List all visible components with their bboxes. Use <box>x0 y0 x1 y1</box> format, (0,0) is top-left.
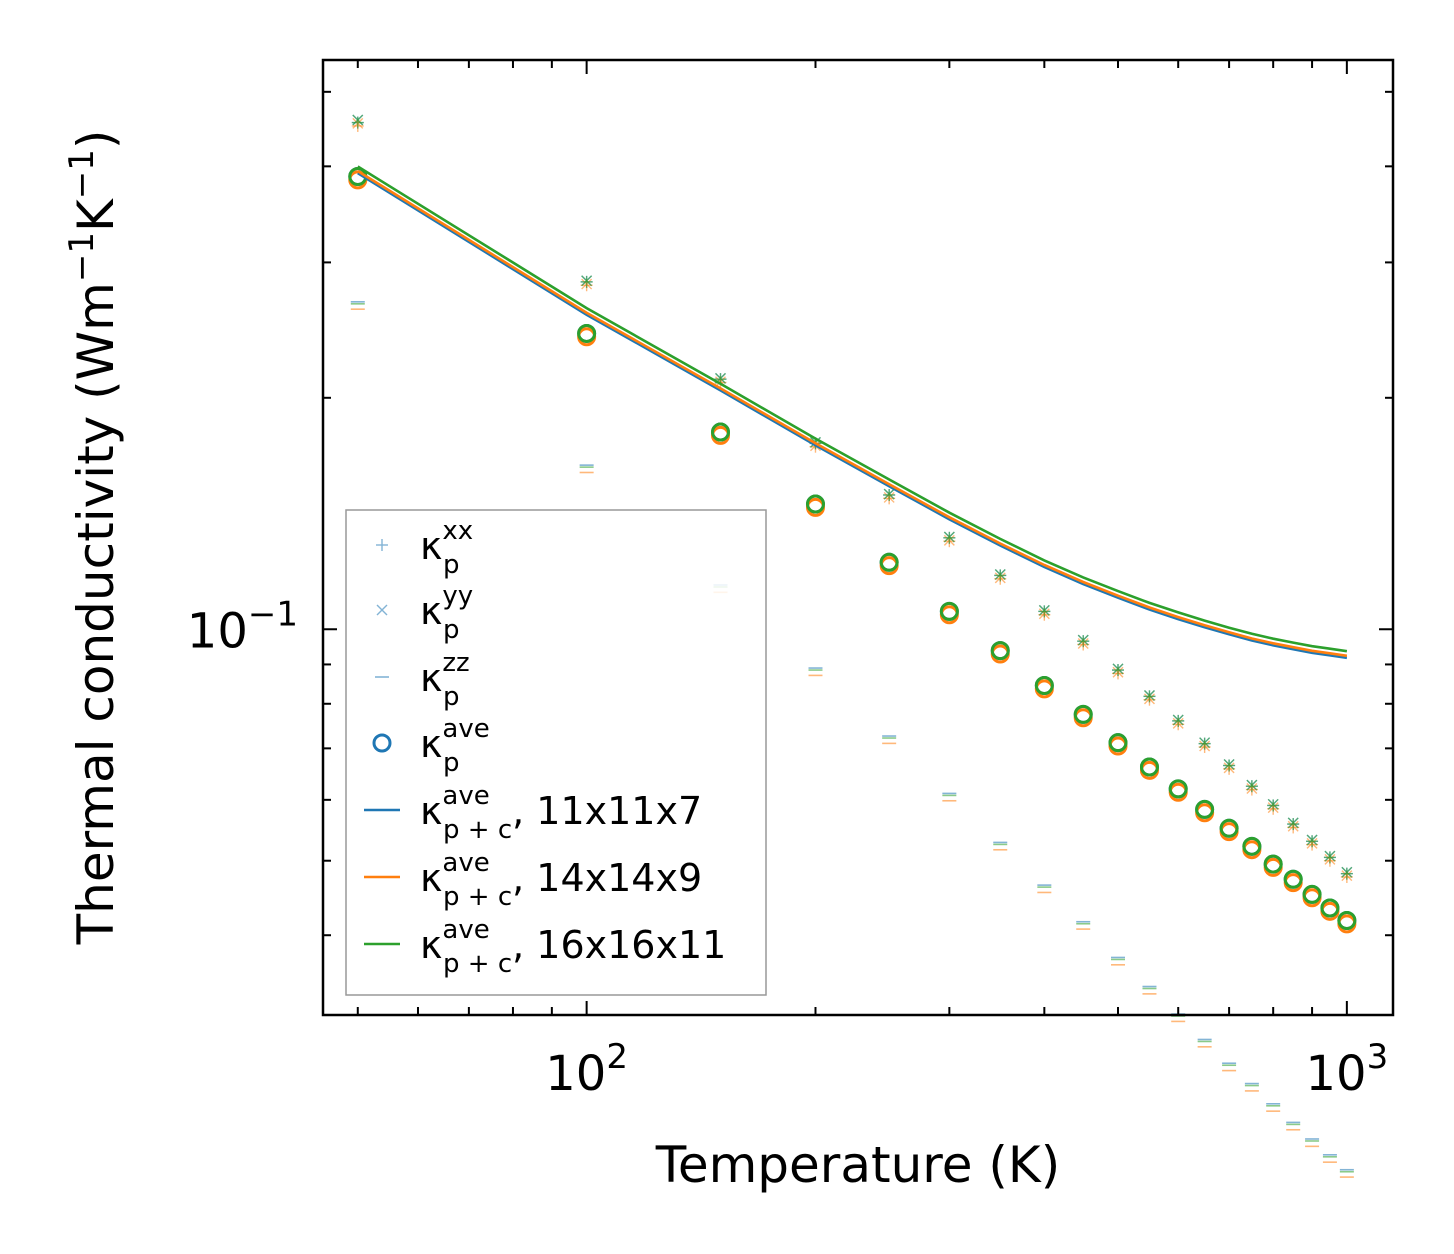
series-group-16x16x11 <box>348 114 1357 1173</box>
x-tick-label: 102 <box>545 1037 628 1102</box>
marker-kave-16x16x11-750 <box>1242 836 1262 856</box>
marker-kyy-16x16x11-600 <box>1172 714 1184 726</box>
marker-kave-16x16x11-300 <box>939 601 959 621</box>
marker-kyy-16x16x11-700 <box>1223 758 1235 770</box>
marker-kyy-16x16x11-750 <box>1246 779 1258 791</box>
marker-kxx-16x16x11-800 <box>1267 799 1280 812</box>
legend-entry-2: κzz p <box>375 648 470 712</box>
marker-kave-16x16x11-550 <box>1139 757 1159 777</box>
marker-kyy-16x16x11-950 <box>1324 850 1336 862</box>
y-tick-label: 10−1 <box>187 594 298 659</box>
y-axis-label: Thermal conductivity (Wm−1K−1) <box>62 130 125 946</box>
legend-box <box>345 509 767 996</box>
marker-kave-16x16x11-450 <box>1073 704 1093 724</box>
x-axis-label: Temperature (K) <box>655 1136 1060 1194</box>
legend-label-1: κyy p <box>420 581 473 645</box>
marker-kave-16x16x11-600 <box>1168 779 1188 799</box>
plot-area <box>348 114 1357 1178</box>
legend-label-0: κxx p <box>420 516 473 580</box>
marker-kxx-16x16x11-700 <box>1223 759 1236 772</box>
marker-kave-16x16x11-1000 <box>1337 911 1357 931</box>
marker-kxx-16x16x11-750 <box>1245 780 1258 793</box>
marker-kave-16x16x11-900 <box>1302 884 1322 904</box>
legend-entry-0: κxx p <box>376 516 473 580</box>
legend-entry-5: κave p + c, 14x14x9 <box>364 848 702 912</box>
marker-kxx-16x16x11-1000 <box>1340 867 1353 880</box>
marker-kyy-16x16x11-850 <box>1287 817 1299 829</box>
marker-kxx-16x16x11-50 <box>351 116 364 129</box>
marker-kyy-16x16x11-650 <box>1199 737 1211 749</box>
legend-marker-3 <box>372 733 392 753</box>
marker-kave-16x16x11-800 <box>1263 854 1283 874</box>
marker-kave-16x16x11-350 <box>990 641 1010 661</box>
marker-kyy-16x16x11-400 <box>1038 604 1050 616</box>
marker-kyy-16x16x11-350 <box>994 569 1006 581</box>
marker-kave-16x16x11-650 <box>1195 799 1215 819</box>
x-tick-label: 103 <box>1305 1037 1388 1102</box>
plot-frame <box>321 58 1395 1017</box>
legend-label-3: κave p <box>420 714 490 778</box>
marker-kave-16x16x11-950 <box>1320 898 1340 918</box>
legend-entry-3: κave p <box>372 714 490 778</box>
marker-kxx-16x16x11-500 <box>1112 664 1125 677</box>
marker-kyy-16x16x11-450 <box>1077 634 1089 646</box>
marker-kave-16x16x11-100 <box>577 323 597 343</box>
marker-kyy-16x16x11-250 <box>883 488 895 500</box>
marker-kave-16x16x11-250 <box>879 552 899 572</box>
marker-kyy-16x16x11-300 <box>943 531 955 543</box>
legend-label-6: κave p + c, 16x16x11 <box>420 915 726 979</box>
marker-kave-16x16x11-700 <box>1219 818 1239 838</box>
marker-kxx-16x16x11-950 <box>1323 851 1336 864</box>
legend-entry-1: κyy p <box>376 581 473 645</box>
legend-marker-1 <box>376 604 388 616</box>
marker-kyy-16x16x11-50 <box>352 114 364 126</box>
legend-label-4: κave p + c, 11x11x7 <box>420 781 702 845</box>
marker-kyy-16x16x11-900 <box>1306 834 1318 846</box>
marker-kyy-16x16x11-500 <box>1112 663 1124 675</box>
line-kave_pc-16x16x11 <box>357 165 1348 653</box>
marker-kxx-16x16x11-100 <box>580 275 593 288</box>
marker-kave-16x16x11-500 <box>1108 733 1128 753</box>
line-kave_pc-14x14x9 <box>357 169 1348 658</box>
marker-kave-16x16x11-150 <box>711 422 731 442</box>
marker-kave-16x16x11-200 <box>805 494 825 514</box>
marker-kyy-16x16x11-550 <box>1143 690 1155 702</box>
marker-kave-16x16x11-850 <box>1283 869 1303 889</box>
marker-kave-16x16x11-400 <box>1034 675 1054 695</box>
legend-label-5: κave p + c, 14x14x9 <box>420 848 702 912</box>
legend-entry-6: κave p + c, 16x16x11 <box>364 915 726 979</box>
line-kave_pc-11x11x7 <box>357 171 1348 660</box>
legend-label-2: κzz p <box>420 648 470 712</box>
marker-kxx-16x16x11-900 <box>1306 835 1319 848</box>
axes: 102 103 10−1 Temperature (K) Thermal conduct… <box>62 58 1395 1194</box>
legend-marker-0 <box>376 539 388 551</box>
marker-kyy-16x16x11-800 <box>1267 798 1279 810</box>
marker-kxx-16x16x11-850 <box>1287 818 1300 831</box>
marker-kxx-16x16x11-450 <box>1077 635 1090 648</box>
marker-kyy-16x16x11-1000 <box>1341 866 1353 878</box>
marker-kyy-16x16x11-100 <box>581 275 593 287</box>
legend-entry-4: κave p + c, 11x11x7 <box>364 781 702 845</box>
